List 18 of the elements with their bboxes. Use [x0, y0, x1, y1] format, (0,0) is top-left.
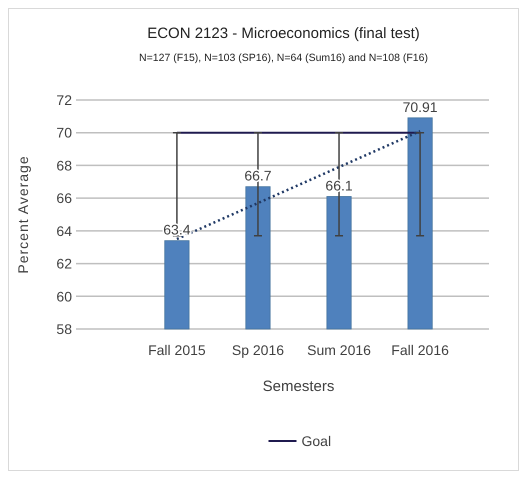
- y-tick-label: 62: [56, 256, 72, 272]
- chart-subtitle: N=127 (F15), N=103 (SP16), N=64 (Sum16) and N=108 (F16): [139, 52, 428, 64]
- legend-label: Goal: [302, 433, 332, 449]
- x-tick-label: Fall 2016: [391, 342, 450, 358]
- x-tick-label: Sp 2016: [232, 342, 284, 358]
- x-tick-label: Fall 2015: [148, 342, 206, 358]
- y-tick-label: 72: [56, 92, 72, 108]
- y-tick-label: 70: [56, 124, 72, 141]
- y-tick-label: 58: [56, 321, 72, 337]
- y-tick-label: 68: [56, 157, 72, 174]
- y-tick-label: 66: [56, 190, 72, 206]
- x-tick-label: Sum 2016: [307, 342, 372, 358]
- data-label: 70.91: [402, 98, 438, 115]
- y-tick-label: 64: [56, 222, 72, 239]
- chart-title: ECON 2123 - Microeconomics (final test): [147, 25, 420, 42]
- x-axis-title: Semesters: [262, 378, 334, 395]
- y-tick-label: 60: [56, 288, 72, 304]
- y-axis-title: Percent Average: [15, 155, 31, 274]
